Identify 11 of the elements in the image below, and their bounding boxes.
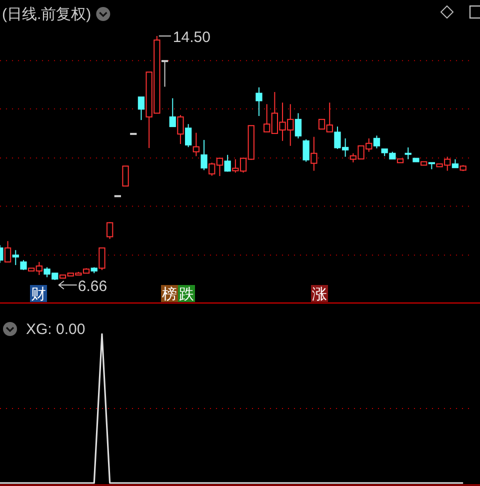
annotation: 6.66 xyxy=(78,278,108,295)
candlestick xyxy=(310,136,318,172)
text: 榜 xyxy=(162,286,177,303)
text: 跌 xyxy=(179,286,194,303)
candlestick xyxy=(256,86,262,116)
chart-title: XG: 0.00 xyxy=(26,321,86,338)
text: 涨 xyxy=(312,286,327,303)
candlestick xyxy=(12,250,19,266)
annotation: 14.50 xyxy=(172,29,210,46)
text: 财 xyxy=(31,286,46,303)
chart-title: (日线.前复权) xyxy=(2,6,92,23)
